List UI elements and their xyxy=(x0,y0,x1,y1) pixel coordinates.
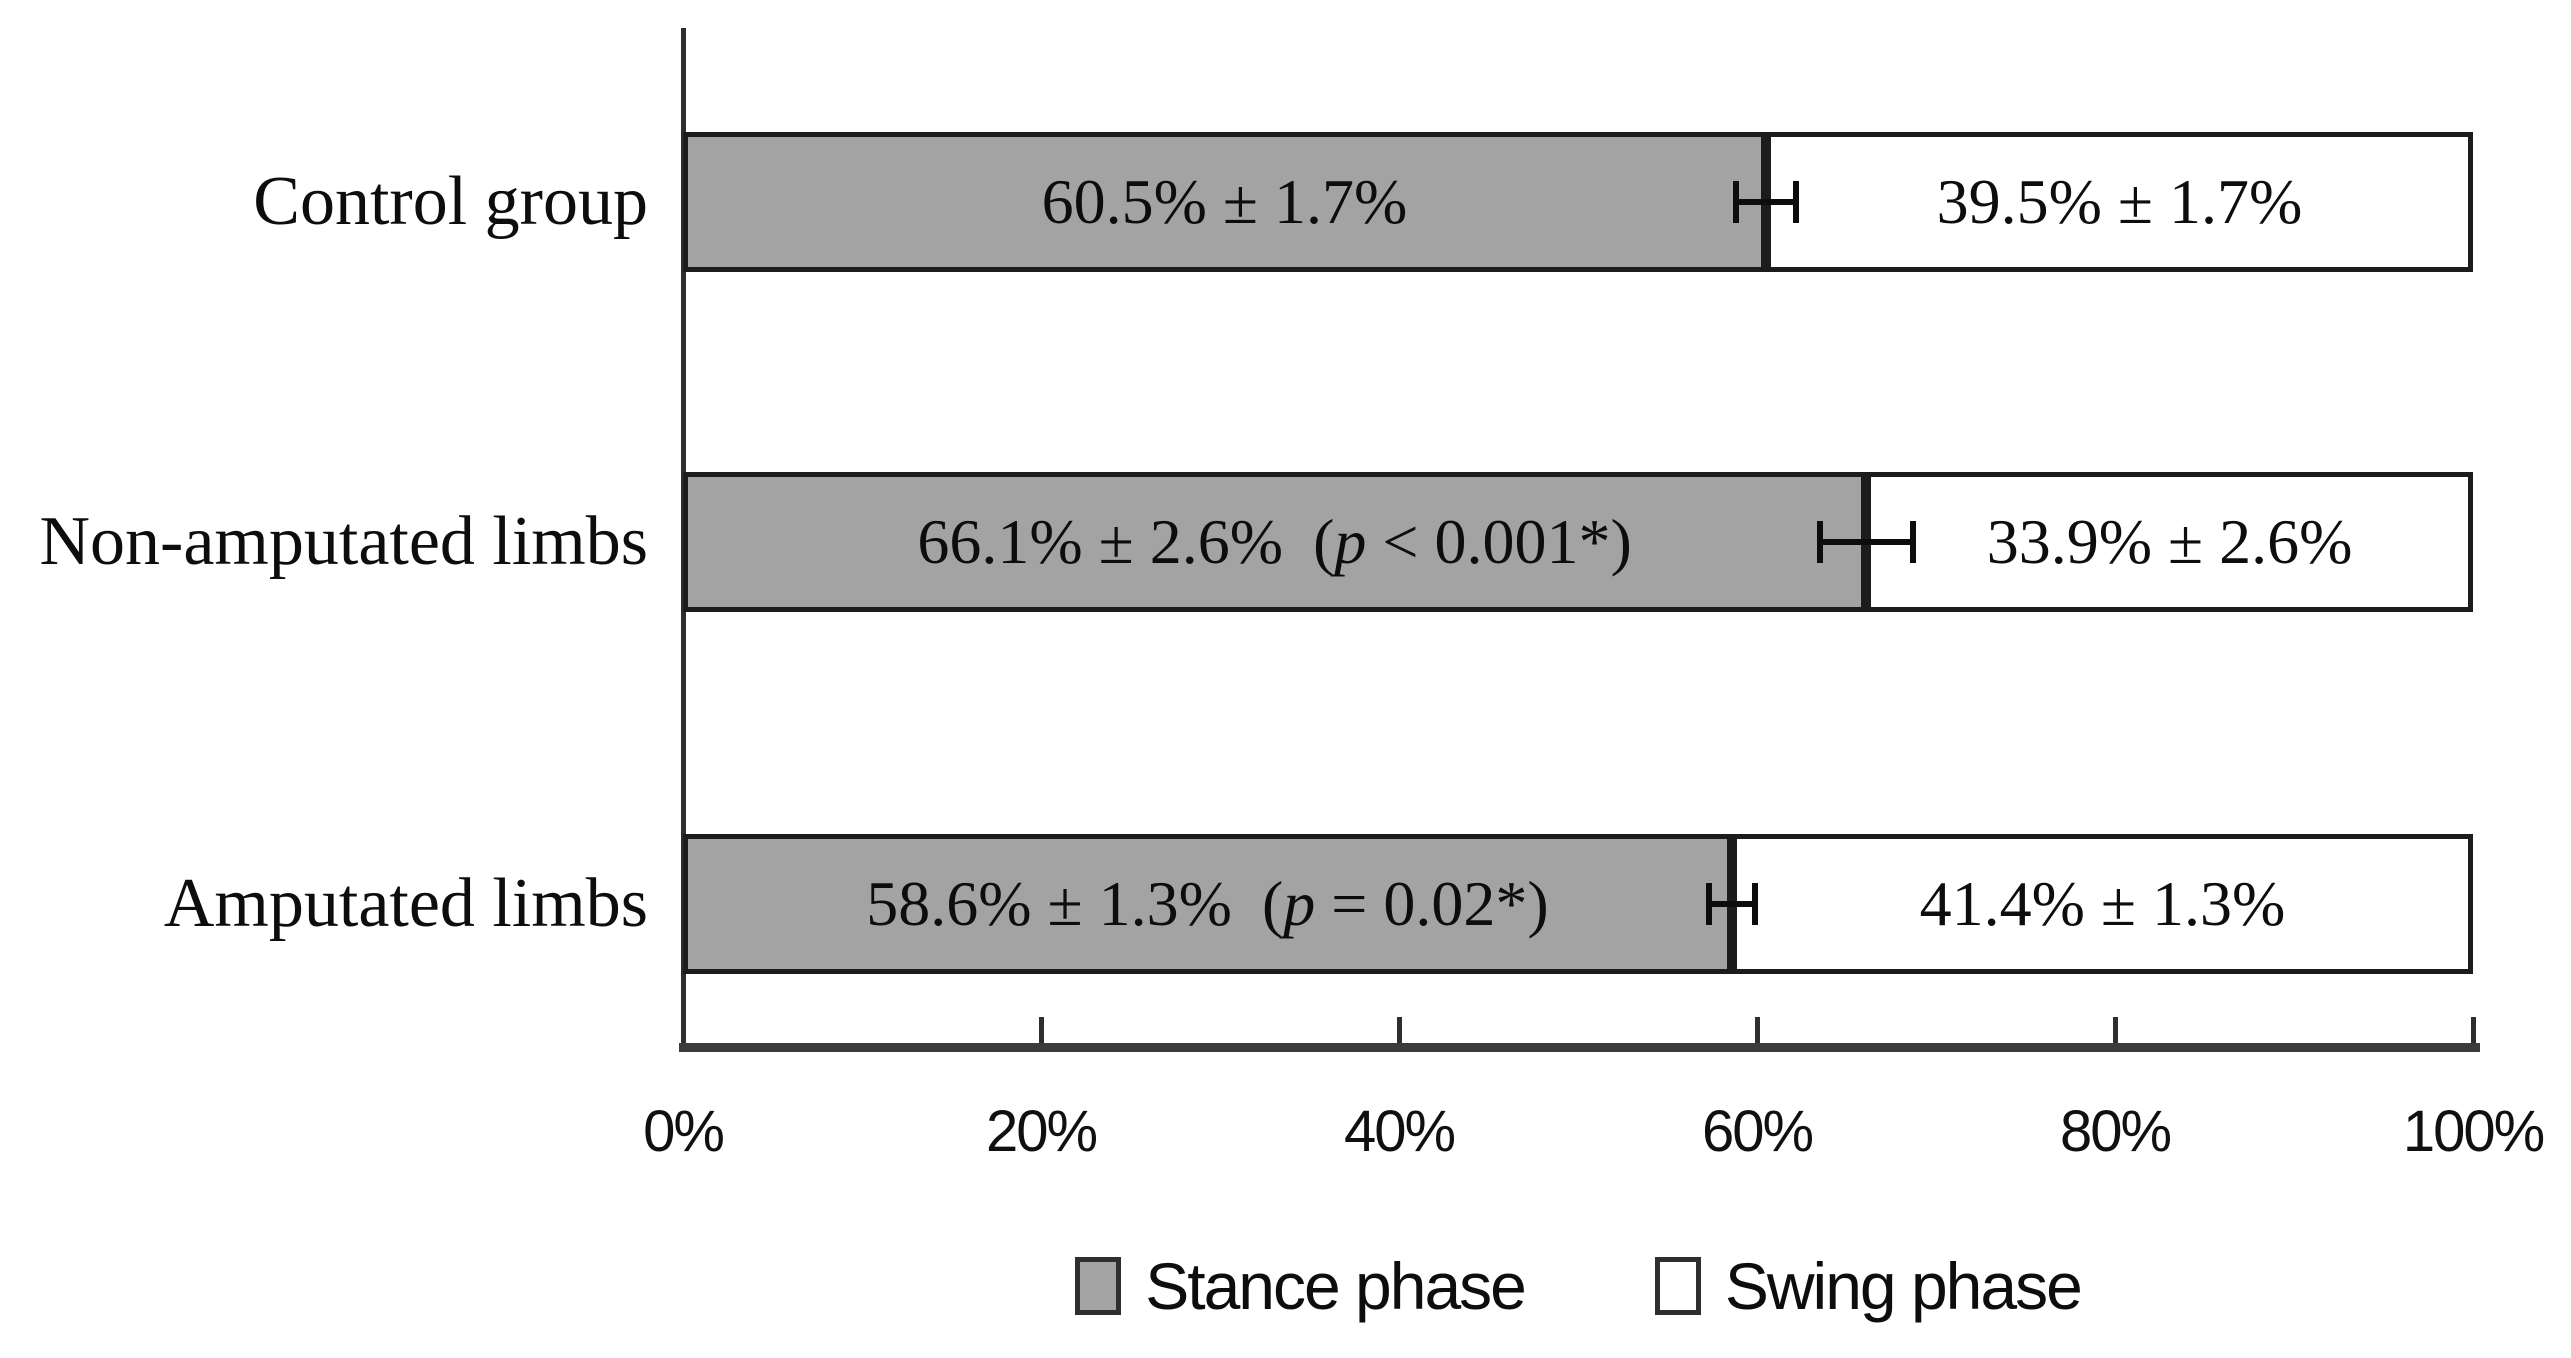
bar-segment-stance: 66.1% ± 2.6% (p < 0.001*) xyxy=(683,472,1867,612)
error-bar-line xyxy=(1708,901,1756,907)
bar-value-label-swing: 33.9% ± 2.6% xyxy=(1986,506,2353,577)
bar-segment-swing: 41.4% ± 1.3% xyxy=(1731,834,2473,974)
error-bar-cap-left xyxy=(1732,181,1739,223)
error-bar-cap-right xyxy=(1909,521,1916,563)
category-label: Amputated limbs xyxy=(163,865,648,942)
x-tick-label: 60% xyxy=(1701,1099,1814,1164)
bar-value-label-stance: 60.5% ± 1.7% xyxy=(1041,166,1408,237)
x-axis-line xyxy=(679,1043,2480,1052)
legend-swatch-stance xyxy=(1075,1257,1122,1315)
error-bar-cap-right xyxy=(1793,181,1800,223)
x-tick-label: 100% xyxy=(2402,1099,2545,1164)
x-tick xyxy=(1755,1017,1760,1043)
error-bar-cap-left xyxy=(1705,883,1712,925)
x-tick xyxy=(681,1017,686,1043)
bar-value-label-stance: 66.1% ± 2.6% xyxy=(917,506,1284,577)
legend-label: Swing phase xyxy=(1724,1249,2083,1323)
bar-segment-swing: 39.5% ± 1.7% xyxy=(1765,132,2473,272)
bar-segment-swing: 33.9% ± 2.6% xyxy=(1866,472,2473,612)
legend-item: Swing phase xyxy=(1654,1248,2083,1324)
x-tick xyxy=(1397,1017,1402,1043)
legend-swatch-swing xyxy=(1654,1257,1701,1315)
bar-value-label-stance: 58.6% ± 1.3% xyxy=(866,868,1232,939)
error-bar-line xyxy=(1735,199,1797,205)
bar-value-label-swing: 41.4% ± 1.3% xyxy=(1919,868,2286,939)
x-tick-label: 40% xyxy=(1343,1099,1456,1164)
error-bar-cap-right xyxy=(1752,883,1759,925)
category-label: Non-amputated limbs xyxy=(39,503,648,580)
x-tick-label: 80% xyxy=(2059,1099,2172,1164)
x-tick xyxy=(2471,1017,2476,1043)
x-tick-label: 20% xyxy=(985,1099,1098,1164)
bar-p-value-label: (p = 0.02*) xyxy=(1261,868,1549,939)
category-label: Control group xyxy=(253,163,648,240)
bar-value-label-swing: 39.5% ± 1.7% xyxy=(1936,166,2303,237)
bar-segment-stance: 58.6% ± 1.3% (p = 0.02*) xyxy=(683,834,1732,974)
x-tick-label: 0% xyxy=(643,1099,725,1164)
legend-item: Stance phase xyxy=(1075,1248,1527,1324)
error-bar-line xyxy=(1819,539,1913,545)
bar-segment-stance: 60.5% ± 1.7% xyxy=(683,132,1766,272)
x-tick xyxy=(2113,1017,2118,1043)
x-tick xyxy=(1039,1017,1044,1043)
bar-p-value-label: (p < 0.001*) xyxy=(1313,506,1632,577)
legend: Stance phase Swing phase xyxy=(683,1248,2473,1324)
legend-label: Stance phase xyxy=(1145,1249,1527,1323)
error-bar-cap-left xyxy=(1816,521,1823,563)
